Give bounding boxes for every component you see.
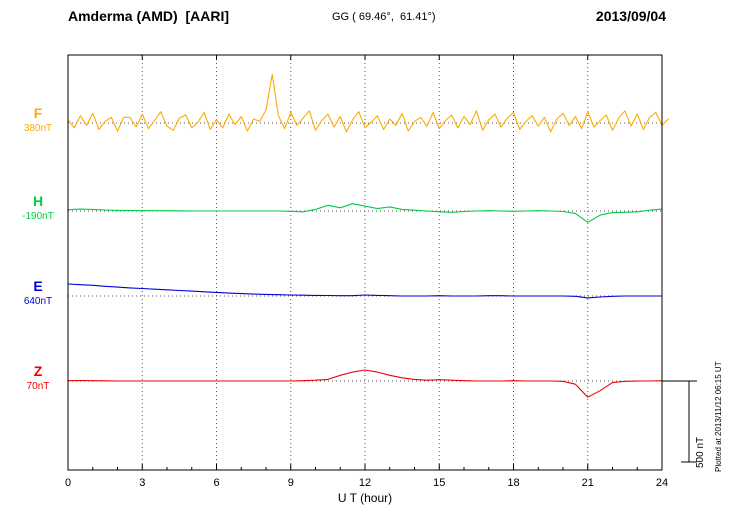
svg-text:0: 0 xyxy=(65,477,71,489)
channel-letter-F: F xyxy=(33,105,43,121)
svg-text:9: 9 xyxy=(288,477,294,489)
svg-text:3: 3 xyxy=(139,477,145,489)
channel-letter-Z: Z xyxy=(33,363,43,379)
channel-baseline-F: 380nT xyxy=(23,122,53,134)
svg-text:15: 15 xyxy=(433,477,445,489)
channel-label-Z: Z 70nT xyxy=(12,363,64,393)
channel-letter-H: H xyxy=(32,193,44,209)
svg-text:6: 6 xyxy=(213,477,219,489)
channel-letter-E: E xyxy=(33,278,43,294)
plotted-at-note: Plotted at 2013/11/12 06:15 UT xyxy=(714,361,723,472)
channel-label-F: F 380nT xyxy=(12,105,64,135)
station-title: Amderma (AMD) [AARI] xyxy=(68,8,229,24)
svg-text:24: 24 xyxy=(656,477,668,489)
svg-text:12: 12 xyxy=(359,477,371,489)
channel-baseline-Z: 70nT xyxy=(26,380,50,392)
plot-date: 2013/09/04 xyxy=(595,8,666,24)
svg-text:21: 21 xyxy=(582,477,594,489)
channel-label-H: H -190nT xyxy=(12,193,64,223)
scale-bar-label: 500 nT xyxy=(695,436,706,468)
x-axis-label: U T (hour) xyxy=(337,491,393,505)
channel-baseline-H: -190nT xyxy=(22,210,54,222)
channel-baseline-E: 640nT xyxy=(23,295,53,307)
channel-label-E: E 640nT xyxy=(12,278,64,308)
gg-coordinates: GG ( 69.46°, 61.41°) xyxy=(332,11,436,23)
svg-text:18: 18 xyxy=(507,477,519,489)
